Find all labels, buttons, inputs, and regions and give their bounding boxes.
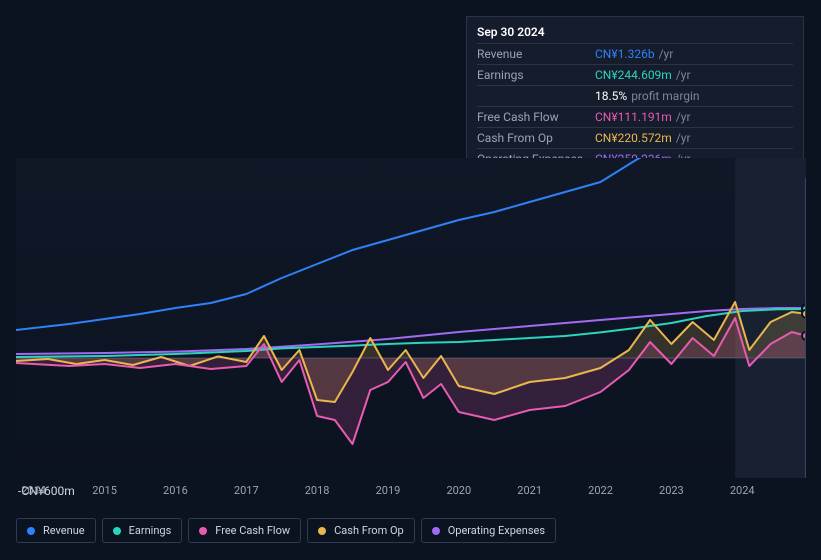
tooltip-row-unit: /yr <box>676 110 691 124</box>
tooltip-row-label: Free Cash Flow <box>477 110 595 124</box>
tooltip-row: Cash From OpCN¥220.572m/yr <box>477 127 793 148</box>
tooltip-date: Sep 30 2024 <box>477 23 793 43</box>
x-axis-label: 2023 <box>659 484 684 497</box>
legend-item-fcf[interactable]: Free Cash Flow <box>188 518 301 543</box>
tooltip-row: EarningsCN¥244.609m/yr <box>477 64 793 85</box>
tooltip-row-value: 18.5% <box>595 89 627 103</box>
x-axis-label: 2022 <box>588 484 613 497</box>
x-axis-label: 2014 <box>21 484 46 497</box>
legend-item-label: Cash From Op <box>334 524 404 537</box>
legend-item-cfo[interactable]: Cash From Op <box>307 518 415 543</box>
tooltip-row-label: Earnings <box>477 68 595 82</box>
legend-item-opex[interactable]: Operating Expenses <box>421 518 556 543</box>
tooltip-row-unit: /yr <box>676 131 691 145</box>
tooltip-row-unit: profit margin <box>631 89 699 103</box>
x-axis-label: 2024 <box>730 484 755 497</box>
tooltip-row-value: CN¥1.326b <box>595 47 655 61</box>
legend-item-earnings[interactable]: Earnings <box>102 518 183 543</box>
legend-item-revenue[interactable]: Revenue <box>16 518 96 543</box>
tooltip-row-unit: /yr <box>659 47 674 61</box>
legend-dot-icon <box>199 527 207 535</box>
x-axis-label: 2016 <box>163 484 188 497</box>
legend-dot-icon <box>113 527 121 535</box>
crosshair-line <box>805 178 806 478</box>
x-axis-labels: 2014 2015 2016 2017 2018 2019 2020 2021 2022 2023… <box>16 484 806 500</box>
x-axis-label: 2018 <box>305 484 330 497</box>
legend-dot-icon <box>318 527 326 535</box>
tooltip-row-value: CN¥244.609m <box>595 68 672 82</box>
tooltip-row-label: Cash From Op <box>477 131 595 145</box>
x-axis-label: 2015 <box>92 484 117 497</box>
tooltip-row-unit: /yr <box>676 68 691 82</box>
x-axis-label: 2019 <box>376 484 401 497</box>
tooltip-row: RevenueCN¥1.326b/yr <box>477 43 793 64</box>
legend-item-label: Revenue <box>43 524 85 537</box>
legend: Revenue Earnings Free Cash Flow Cash From O… <box>16 518 556 543</box>
tooltip-card: Sep 30 2024 RevenueCN¥1.326b/yrEarningsC… <box>466 16 804 174</box>
tooltip-row: 18.5% profit margin <box>477 85 793 106</box>
legend-item-label: Free Cash Flow <box>215 524 290 537</box>
legend-dot-icon <box>27 527 35 535</box>
x-axis-label: 2017 <box>234 484 259 497</box>
tooltip-row-label: Revenue <box>477 47 595 61</box>
x-axis-label: 2021 <box>517 484 542 497</box>
x-axis-label: 2020 <box>446 484 471 497</box>
legend-item-label: Earnings <box>129 524 172 537</box>
legend-item-label: Operating Expenses <box>448 524 545 537</box>
legend-dot-icon <box>432 527 440 535</box>
tooltip-row-value: CN¥111.191m <box>595 110 672 124</box>
tooltip-row: Free Cash FlowCN¥111.191m/yr <box>477 106 793 127</box>
chart-plot[interactable] <box>16 158 806 498</box>
tooltip-row-value: CN¥220.572m <box>595 131 672 145</box>
